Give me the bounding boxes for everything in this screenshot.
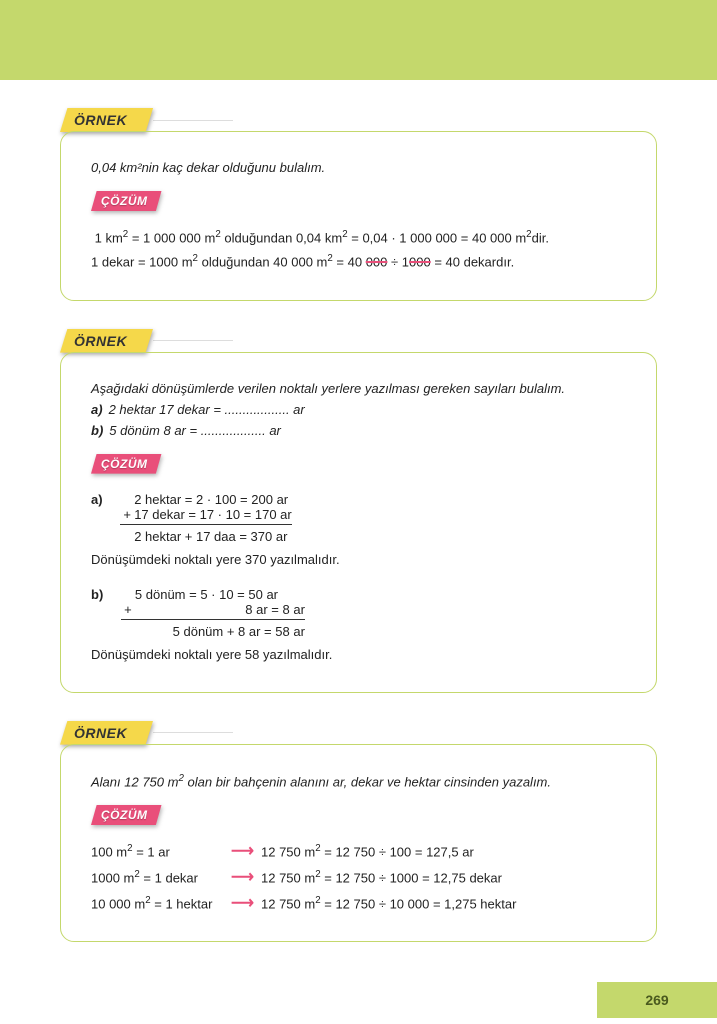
ex2-resB: Dönüşümdeki noktalı yere 58 yazılmalıdır… bbox=[91, 647, 626, 662]
arrow-icon: ⟶ bbox=[231, 841, 261, 861]
cozum-tab: ÇÖZÜM bbox=[91, 454, 162, 474]
ex2-a: a)2 hektar 17 dekar = ..................… bbox=[91, 402, 626, 417]
arrow-icon: ⟶ bbox=[231, 893, 261, 913]
rule bbox=[153, 120, 233, 121]
ex2-calcB: b) 5 dönüm = 5 · 10 = 50 ar +8 ar = 8 ar… bbox=[91, 587, 626, 639]
ex2-b: b)5 dönüm 8 ar = .................. ar bbox=[91, 423, 626, 438]
ex2-resA: Dönüşümdeki noktalı yere 370 yazılmalıdı… bbox=[91, 552, 626, 567]
page-content: ÖRNEK 0,04 km²nin kaç dekar olduğunu bul… bbox=[0, 108, 717, 942]
example-3: ÖRNEK Alanı 12 750 m2 olan bir bahçenin … bbox=[60, 721, 657, 942]
rule bbox=[153, 732, 233, 733]
ex3-row2: 1000 m2 = 1 dekar ⟶ 12 750 m2 = 12 750 ÷… bbox=[91, 867, 626, 887]
cozum-tab: ÇÖZÜM bbox=[91, 191, 162, 211]
ex2-calcA: a) 2 hektar = 2 · 100 = 200 ar +17 dekar… bbox=[91, 492, 626, 544]
ex3-row1: 100 m2 = 1 ar ⟶ 12 750 m2 = 12 750 ÷ 100… bbox=[91, 841, 626, 861]
ornek-tab: ÖRNEK bbox=[60, 108, 153, 132]
top-banner bbox=[0, 0, 717, 80]
example-2: ÖRNEK Aşağıdaki dönüşümlerde verilen nok… bbox=[60, 329, 657, 693]
example-1: ÖRNEK 0,04 km²nin kaç dekar olduğunu bul… bbox=[60, 108, 657, 301]
ex2-question: Aşağıdaki dönüşümlerde verilen noktalı y… bbox=[91, 381, 626, 396]
ornek-tab: ÖRNEK bbox=[60, 721, 153, 745]
ex1-line1: 1 km2 = 1 000 000 m2 olduğundan 0,04 km2… bbox=[91, 229, 626, 245]
ex3-row3: 10 000 m2 = 1 hektar ⟶ 12 750 m2 = 12 75… bbox=[91, 893, 626, 913]
arrow-icon: ⟶ bbox=[231, 867, 261, 887]
rule bbox=[153, 340, 233, 341]
cozum-tab: ÇÖZÜM bbox=[91, 805, 162, 825]
example-3-box: Alanı 12 750 m2 olan bir bahçenin alanın… bbox=[60, 744, 657, 942]
ornek-tab: ÖRNEK bbox=[60, 329, 153, 353]
example-1-box: 0,04 km²nin kaç dekar olduğunu bulalım. … bbox=[60, 131, 657, 301]
ex1-line2: 1 dekar = 1000 m2 olduğundan 40 000 m2 =… bbox=[91, 253, 626, 269]
example-2-box: Aşağıdaki dönüşümlerde verilen noktalı y… bbox=[60, 352, 657, 693]
ex1-question: 0,04 km²nin kaç dekar olduğunu bulalım. bbox=[91, 160, 626, 175]
ex3-question: Alanı 12 750 m2 olan bir bahçenin alanın… bbox=[91, 773, 626, 789]
page-number: 269 bbox=[597, 982, 717, 1018]
